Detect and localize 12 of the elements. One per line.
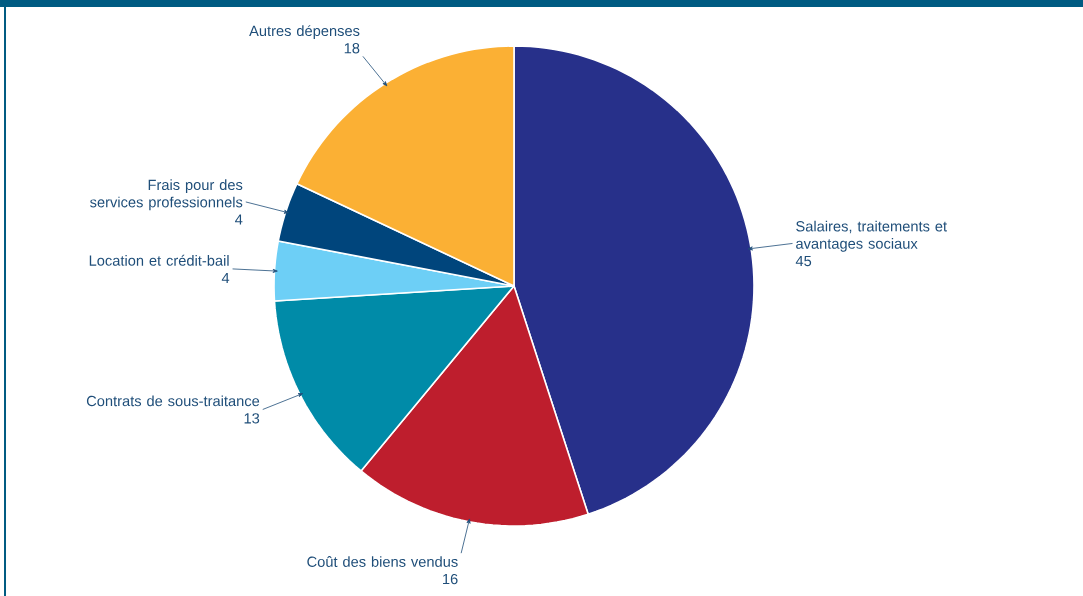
slice-label: Salaires, traitements et avantages sociaux bbox=[796, 220, 947, 252]
data-label: 4 bbox=[221, 272, 230, 283]
data-label: 4 bbox=[235, 214, 243, 225]
slice-label: Contrats de sous-traitance bbox=[86, 395, 260, 407]
data-label: 18 bbox=[344, 43, 360, 54]
data-label: 16 bbox=[443, 573, 458, 585]
slice-label: Autres dépenses bbox=[249, 25, 360, 39]
data-label: 45 bbox=[795, 255, 812, 267]
data-label: 13 bbox=[244, 413, 260, 424]
slice-label: Coût des biens vendus bbox=[307, 556, 458, 567]
slice-label: Location et crédit-bail bbox=[89, 254, 229, 266]
slice-label: Frais pour des services professionnels bbox=[90, 179, 243, 211]
